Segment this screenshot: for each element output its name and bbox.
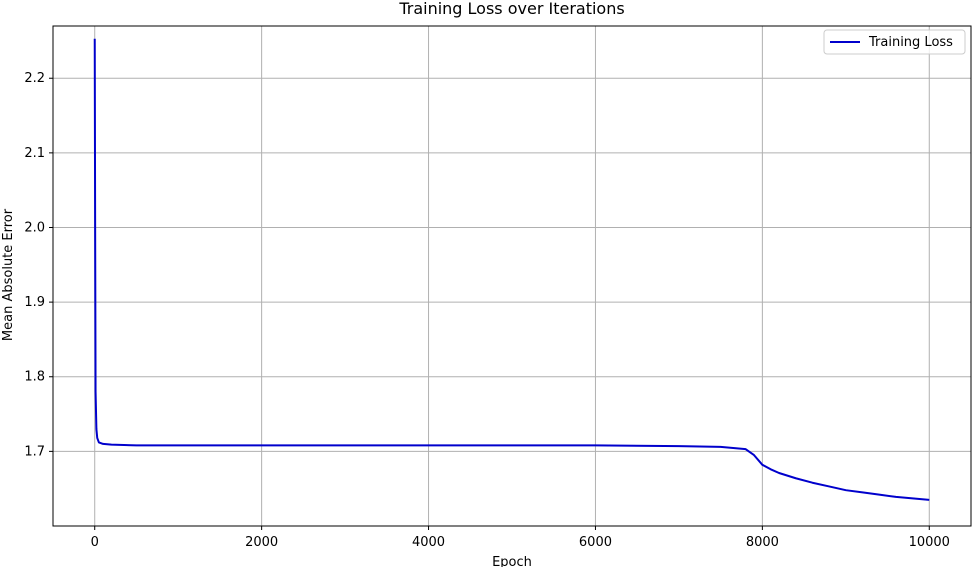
y-tick-label: 2.1 xyxy=(24,146,45,161)
plot-background xyxy=(53,26,971,526)
x-tick-label: 10000 xyxy=(909,535,950,550)
x-tick-label: 6000 xyxy=(579,535,612,550)
y-axis-label: Mean Absolute Error xyxy=(1,208,16,341)
grid xyxy=(53,26,971,526)
chart-title: Training Loss over Iterations xyxy=(398,0,624,18)
series-layer xyxy=(93,38,930,501)
x-axis-label: Epoch xyxy=(492,555,532,567)
series-line-training-loss xyxy=(93,38,930,501)
legend: Training Loss xyxy=(823,29,966,55)
y-tick-label: 1.8 xyxy=(24,370,45,385)
x-tick-label: 0 xyxy=(91,535,99,550)
y-axis: 1.7 1.8 1.9 2.0 2.1 2.2 xyxy=(24,71,53,459)
legend-box xyxy=(823,29,966,55)
x-tick-label: 4000 xyxy=(412,535,445,550)
y-tick-label: 2.2 xyxy=(24,71,45,86)
plot-frame xyxy=(52,25,972,527)
legend-label-training-loss: Training Loss xyxy=(868,35,953,50)
y-tick-label: 1.9 xyxy=(24,295,45,310)
y-tick-label: 1.7 xyxy=(24,444,45,459)
x-axis: 0 2000 4000 6000 8000 10000 xyxy=(91,526,950,550)
x-tick-label: 2000 xyxy=(245,535,278,550)
x-tick-label: 8000 xyxy=(746,535,779,550)
y-tick-label: 2.0 xyxy=(24,220,45,235)
